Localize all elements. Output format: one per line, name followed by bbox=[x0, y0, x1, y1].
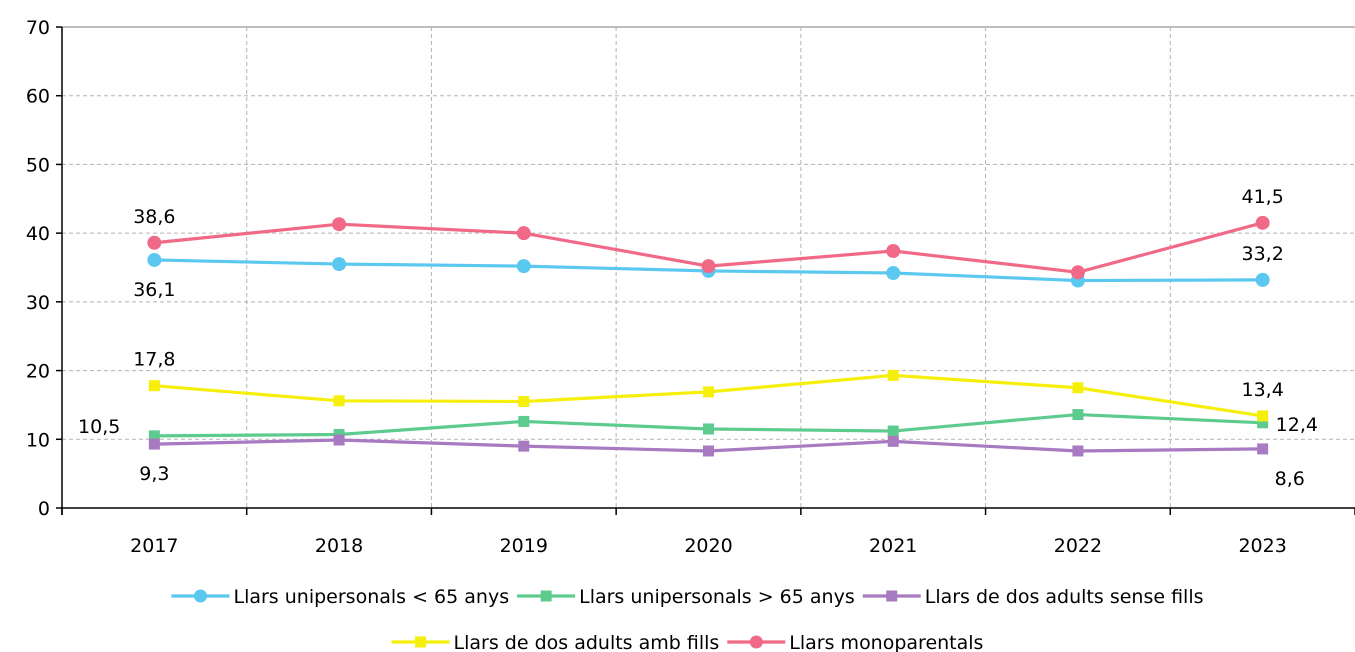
data-point bbox=[703, 386, 714, 398]
data-point bbox=[148, 438, 160, 450]
data-point bbox=[701, 259, 716, 274]
x-tick-label: 2019 bbox=[500, 535, 548, 557]
y-tick-label: 50 bbox=[26, 154, 50, 176]
data-point bbox=[887, 369, 899, 381]
x-tick-label: 2023 bbox=[1238, 535, 1286, 557]
legend-square-marker bbox=[415, 636, 427, 648]
data-label: 9,3 bbox=[139, 463, 169, 485]
data-label: 41,5 bbox=[1241, 186, 1283, 208]
data-label: 8,6 bbox=[1275, 468, 1305, 490]
y-tick-label: 0 bbox=[38, 498, 50, 520]
data-point bbox=[703, 423, 714, 435]
data-point bbox=[703, 445, 714, 457]
x-tick-label: 2018 bbox=[315, 535, 363, 557]
legend-circle-marker bbox=[749, 635, 763, 649]
data-point bbox=[332, 257, 347, 272]
data-point bbox=[1257, 410, 1269, 422]
data-point bbox=[887, 435, 899, 447]
legend-label: Llars unipersonals < 65 anys bbox=[233, 586, 509, 608]
data-point bbox=[147, 252, 162, 267]
legend-square-marker bbox=[886, 590, 898, 602]
data-point bbox=[516, 259, 531, 274]
data-label: 36,1 bbox=[133, 279, 175, 301]
y-tick-label: 10 bbox=[26, 429, 50, 451]
data-point bbox=[1255, 272, 1270, 287]
data-label: 10,5 bbox=[78, 416, 120, 438]
data-point bbox=[1072, 445, 1084, 457]
data-point bbox=[518, 415, 530, 427]
data-point bbox=[887, 425, 899, 437]
data-point bbox=[333, 395, 345, 407]
axes: 0 10 20 30 40 50 60 70 2017 2018 2019 2020 2021 2022 2… bbox=[26, 17, 1355, 557]
data-point bbox=[147, 235, 162, 250]
data-label: 38,6 bbox=[133, 206, 175, 228]
data-point bbox=[1257, 443, 1269, 455]
x-tick-label: 2022 bbox=[1054, 535, 1102, 557]
data-label: 17,8 bbox=[133, 349, 175, 371]
x-tick-label: 2021 bbox=[869, 535, 917, 557]
data-point bbox=[148, 380, 160, 392]
legend-label: Llars de dos adults amb fills bbox=[454, 632, 720, 652]
legend-square-marker bbox=[540, 590, 552, 602]
data-point bbox=[1257, 417, 1269, 429]
data-label: 13,4 bbox=[1241, 379, 1283, 401]
y-tick-label: 60 bbox=[26, 86, 50, 108]
y-tick-label: 20 bbox=[26, 361, 50, 383]
data-point bbox=[518, 440, 530, 452]
data-point bbox=[1072, 382, 1084, 394]
data-point bbox=[148, 430, 160, 442]
legend-label: Llars unipersonals > 65 anys bbox=[579, 586, 855, 608]
data-label: 12,4 bbox=[1276, 414, 1318, 436]
data-point bbox=[332, 217, 347, 232]
y-tick-label: 70 bbox=[26, 17, 50, 39]
data-point bbox=[1255, 215, 1270, 230]
data-point bbox=[333, 434, 345, 446]
data-point bbox=[518, 395, 530, 407]
data-point bbox=[886, 265, 901, 280]
series-layer bbox=[147, 215, 1270, 457]
legend: Llars unipersonals < 65 anys Llars uniper… bbox=[171, 586, 1204, 652]
data-point bbox=[1070, 265, 1085, 280]
data-point bbox=[886, 244, 901, 259]
y-tick-label: 30 bbox=[26, 292, 50, 314]
data-label: 33,2 bbox=[1241, 243, 1283, 265]
legend-circle-marker bbox=[193, 589, 207, 603]
x-tick-label: 2020 bbox=[684, 535, 732, 557]
data-labels: 36,1 33,2 10,5 12,4 9,3 8,6 17,8 13,4 38,6 41,5 bbox=[78, 186, 1318, 490]
data-point bbox=[516, 226, 531, 241]
legend-label: Llars de dos adults sense fills bbox=[925, 586, 1204, 608]
y-tick-label: 40 bbox=[26, 223, 50, 245]
data-point bbox=[1072, 409, 1084, 421]
x-tick-label: 2017 bbox=[130, 535, 178, 557]
legend-label: Llars monoparentals bbox=[789, 632, 983, 652]
